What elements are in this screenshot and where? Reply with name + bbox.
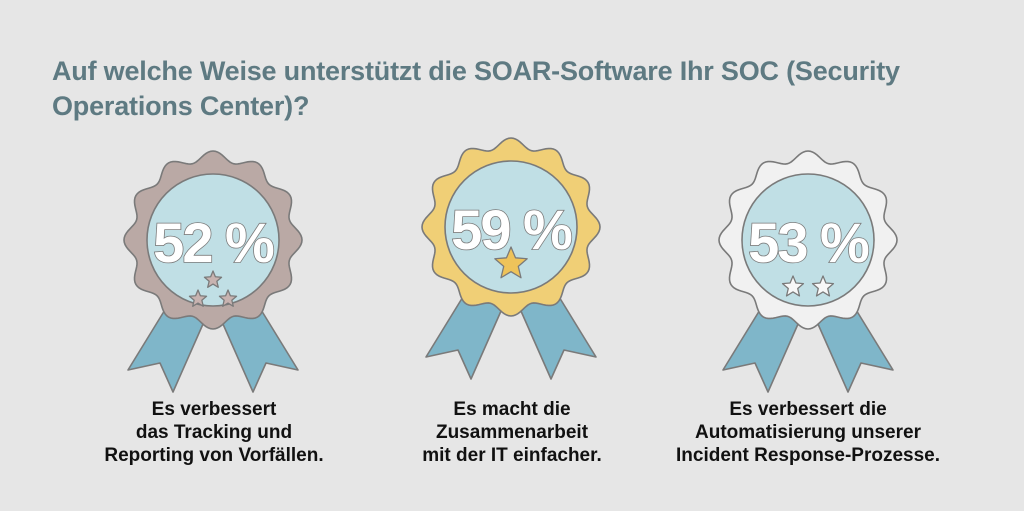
badge-inner-circle [741,173,875,307]
star-icon [203,270,223,288]
badge-caption-2: Es macht die Zusammenarbeit mit der IT e… [362,398,662,467]
chart-title: Auf welche Weise unterstützt die SOAR-So… [52,56,900,121]
caption-line: mit der IT einfacher. [422,445,602,466]
caption-line: Automatisierung unserer [695,422,921,443]
star-icon [188,289,208,307]
caption-line: das Tracking und [135,422,293,443]
star-icon [218,289,238,307]
badge-inner-circle [146,173,280,307]
award-badge-1: 52 % [123,150,303,393]
value-label: 52 % [153,211,274,274]
star-icon [494,246,528,279]
award-badge-3: 53 % [718,150,898,393]
star-icon [811,275,835,297]
badge-caption-1: Es verbessert das Tracking und Reporting… [64,398,364,467]
caption-line: Es verbessert die [729,399,887,420]
award-badge-2: 59 % [421,137,601,380]
star-icon [781,275,805,297]
caption-line: Es macht die [453,399,571,420]
caption-line: Reporting von Vorfällen. [104,445,324,466]
caption-line: Zusammenarbeit [435,422,589,443]
badge-caption-3: Es verbessert die Automatisierung unsere… [658,398,958,467]
value-label: 53 % [748,211,869,274]
badge-inner-circle [444,160,578,294]
caption-line: Es verbessert [151,399,277,420]
caption-line: Incident Response-Prozesse. [676,445,940,466]
